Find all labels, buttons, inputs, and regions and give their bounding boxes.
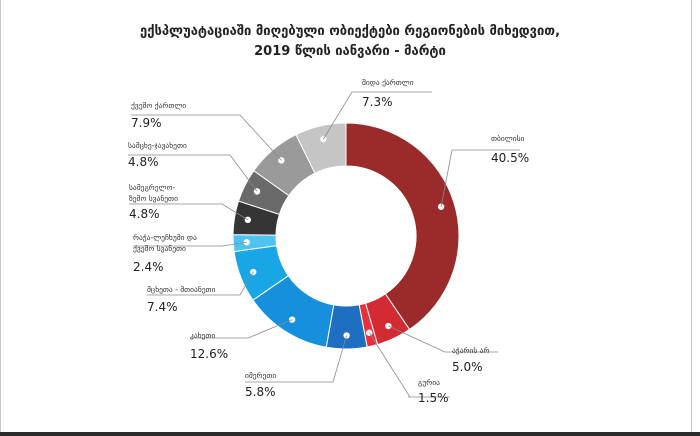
slice-label: ქვემო ქართლი	[131, 101, 186, 110]
slice-value-label: 2.4%	[133, 260, 164, 274]
leader-dot	[437, 203, 445, 210]
slice-value-label: 7.9%	[131, 116, 162, 130]
slice-label: თბილისი	[491, 134, 525, 143]
chart-title-line2: 2019 წლის იანვარი - მარტი	[254, 44, 446, 59]
frame-left-border	[0, 0, 1, 436]
leader-line	[440, 149, 520, 207]
slice-label: გურია	[418, 378, 440, 387]
slice-label: შიდა ქართლი	[362, 78, 414, 87]
leader-line	[133, 241, 247, 247]
slice-value-label: 40.5%	[491, 151, 529, 165]
slice-value-label: 12.6%	[190, 347, 228, 361]
slice-value-label: 7.4%	[147, 300, 178, 314]
leader-line	[131, 114, 282, 161]
leader-line	[388, 325, 498, 353]
leader-line	[190, 319, 293, 339]
chart-title: ექსპლუატაციაში მიღებული ობიექტები რეგიონ…	[0, 22, 700, 62]
slice-label: აჭარის არ	[452, 346, 489, 355]
slice-label: იმერეთი	[245, 371, 276, 380]
donut-slice	[345, 122, 460, 331]
leader-line	[147, 271, 254, 296]
slice-label: კახეთი	[190, 331, 215, 340]
slice-label: სამცხე-ჯავახეთი	[128, 141, 187, 150]
leader-dot	[366, 329, 373, 336]
leader-line	[128, 154, 258, 192]
slice-label: სამეგრელო-ზემო სვანეთი	[129, 183, 178, 203]
chart-title-line1: ექსპლუატაციაში მიღებული ობიექტები რეგიონ…	[139, 24, 561, 39]
frame-bottom-bar	[0, 432, 700, 436]
leader-dot	[288, 316, 296, 323]
slice-label: მცხეთა - მთიანეთი	[147, 285, 216, 294]
leader-dot	[385, 322, 392, 330]
slice-label: რაჭა-ლეჩხუმი და ქვემო სვანეთი	[133, 233, 197, 253]
slice-value-label: 4.8%	[128, 155, 159, 169]
slice-value-label: 1.5%	[418, 391, 449, 405]
slice-value-label: 5.8%	[245, 385, 276, 399]
slice-value-label: 7.3%	[362, 95, 393, 109]
leader-line	[323, 91, 432, 140]
leader-line	[245, 335, 348, 383]
leader-line	[129, 203, 249, 221]
frame-right-border	[691, 0, 692, 436]
leader-line	[368, 332, 450, 398]
slice-value-label: 5.0%	[452, 360, 483, 374]
slice-value-label: 4.8%	[129, 207, 160, 221]
donut-slice	[295, 122, 347, 174]
